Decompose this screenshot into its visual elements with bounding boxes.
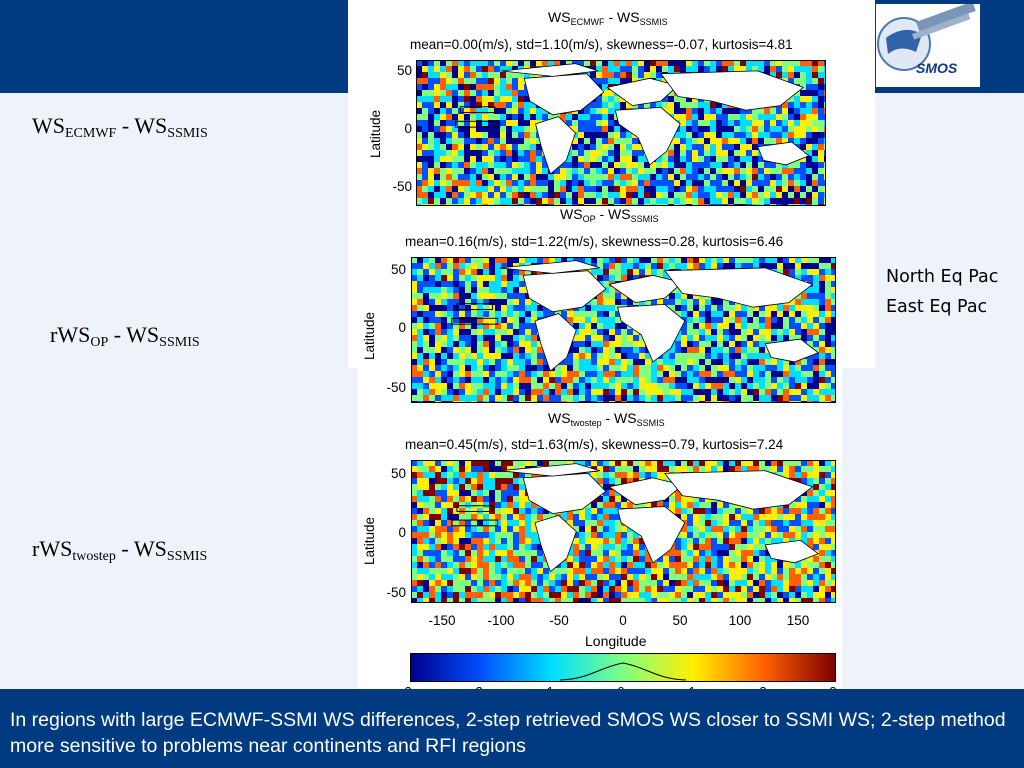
panel2-ytick-50: 50 — [390, 262, 406, 277]
label-op: rWSOP - WSSSMIS — [50, 322, 200, 350]
panel3-ylabel: Latitude — [362, 516, 377, 565]
panel1-ylabel: Latitude — [368, 109, 383, 158]
xtick-minus100: -100 — [487, 613, 515, 628]
xtick-0: 0 — [619, 613, 627, 628]
colorbar-histogram — [559, 662, 687, 681]
logo-text: SMOS — [916, 60, 958, 76]
label-east-eq-pac: East Eq Pac — [886, 297, 988, 317]
panel1-ytick-50: 50 — [396, 63, 412, 78]
xtick-150: 150 — [786, 613, 810, 628]
panel3-ytick-minus50: -50 — [386, 585, 406, 600]
x-axis-label: Longitude — [585, 633, 647, 649]
panel1-map — [416, 60, 826, 206]
panel2-title: WSOP - WSSSMIS — [560, 206, 659, 224]
summary-text: In regions with large ECMWF-SSMI WS diff… — [10, 709, 1006, 757]
label-ecmwf: WSECMWF - WSSSMIS — [32, 113, 208, 141]
label-north-eq-pac: North Eq Pac — [886, 267, 999, 287]
panel3-ytick-50: 50 — [390, 466, 406, 481]
colorbar — [410, 653, 836, 682]
panel3-stats: mean=0.45(m/s), std=1.63(m/s), skewness=… — [405, 437, 784, 452]
footer-band — [0, 689, 1024, 768]
label-twostep: rWStwostep - WSSSMIS — [32, 536, 208, 564]
panel3-map — [411, 460, 836, 603]
panel1-ytick-minus50: -50 — [392, 179, 412, 194]
xtick-minus150: -150 — [428, 613, 456, 628]
satellite-icon — [877, 1, 976, 71]
panel2-ytick-0: 0 — [398, 320, 406, 335]
panel2-ylabel: Latitude — [362, 311, 377, 360]
panel2-map — [411, 257, 836, 403]
panel2-ytick-minus50: -50 — [386, 380, 406, 395]
panel1-ytick-0: 0 — [404, 121, 412, 136]
panel1-stats: mean=0.00(m/s), std=1.10(m/s), skewness=… — [410, 37, 793, 52]
xtick-100: 100 — [728, 613, 752, 628]
smos-logo: SMOS — [876, 1, 980, 87]
panel3-title: WStwostep - WSSSMIS — [548, 410, 665, 428]
xtick-minus50: -50 — [549, 613, 569, 628]
panel2-stats: mean=0.16(m/s), std=1.22(m/s), skewness=… — [405, 234, 784, 249]
panel1-title: WSECMWF - WSSSMIS — [548, 9, 668, 27]
xtick-50: 50 — [672, 613, 688, 628]
panel3-ytick-0: 0 — [398, 525, 406, 540]
